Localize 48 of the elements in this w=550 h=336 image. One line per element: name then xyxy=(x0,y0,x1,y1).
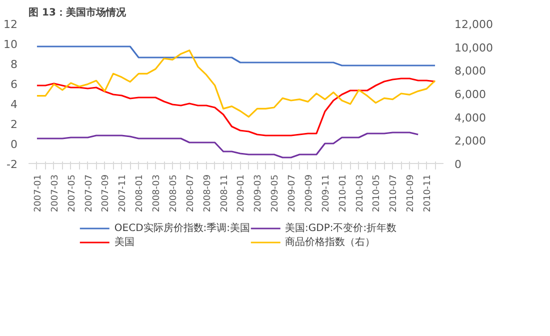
y-tick-label: 6 xyxy=(10,78,18,91)
x-tick-label: 2008-11 xyxy=(220,174,230,212)
y-tick-label: 4 xyxy=(10,98,18,111)
x-tick-label: 2008-01 xyxy=(135,174,146,212)
y2-tick-label: 8,000 xyxy=(454,64,486,78)
x-tick-label: 2008-07 xyxy=(186,174,196,212)
line-series xyxy=(36,78,436,136)
x-tick-label: 2010-05 xyxy=(372,174,382,212)
y2-tick-label: 0 xyxy=(454,158,462,171)
x-tick-label: 2010-07 xyxy=(389,174,400,212)
y-tick-label: 2 xyxy=(10,118,18,131)
legend-label: 美国:GDP:不变价:折年数 xyxy=(285,222,397,235)
chart-title: 图 13：美国市场情况 xyxy=(28,6,127,18)
line-series xyxy=(36,46,436,66)
y-tick-label: -2 xyxy=(6,158,18,171)
x-tick-label: 2009-03 xyxy=(254,174,264,212)
line-series xyxy=(36,132,419,158)
x-tick-label: 2008-09 xyxy=(202,174,213,212)
x-tick-label: 2007-05 xyxy=(67,174,78,212)
x-tick-label: 2008-05 xyxy=(168,174,179,212)
x-tick-label: 2007-03 xyxy=(50,174,60,212)
y2-tick-label: 10,000 xyxy=(454,41,493,54)
y2-tick-label: 6,000 xyxy=(454,88,486,101)
x-tick-label: 2007-09 xyxy=(101,174,112,212)
legend-label: 商品价格指数（右） xyxy=(285,236,376,249)
line-series xyxy=(36,50,436,118)
legend-label: 美国 xyxy=(114,236,134,249)
legend-label: OECD实际房价指数:季调:美国 xyxy=(114,222,250,235)
x-tick-label: 2009-11 xyxy=(321,174,332,212)
x-tick-label: 2010-11 xyxy=(423,174,434,212)
x-tick-label: 2009-09 xyxy=(304,174,314,212)
y-tick-label: 10 xyxy=(4,38,18,51)
x-tick-label: 2008-03 xyxy=(152,174,162,212)
y2-tick-label: 4,000 xyxy=(454,111,486,124)
x-tick-label: 2007-01 xyxy=(33,174,44,212)
y-tick-label: 0 xyxy=(10,138,18,151)
x-tick-label: 2009-05 xyxy=(270,174,281,212)
x-tick-label: 2007-11 xyxy=(118,174,128,212)
x-tick-label: 2009-01 xyxy=(236,174,247,212)
x-tick-label: 2010-03 xyxy=(355,174,366,212)
y-tick-label: 12 xyxy=(4,18,18,31)
x-tick-label: 2009-07 xyxy=(288,174,298,212)
y2-tick-label: 12,000 xyxy=(454,18,493,31)
x-tick-label: 2007-07 xyxy=(84,174,94,212)
y2-tick-label: 2,000 xyxy=(454,134,486,148)
x-tick-label: 2010-09 xyxy=(406,174,416,212)
y-tick-label: 8 xyxy=(10,58,18,71)
x-tick-label: 2010-01 xyxy=(338,174,348,212)
